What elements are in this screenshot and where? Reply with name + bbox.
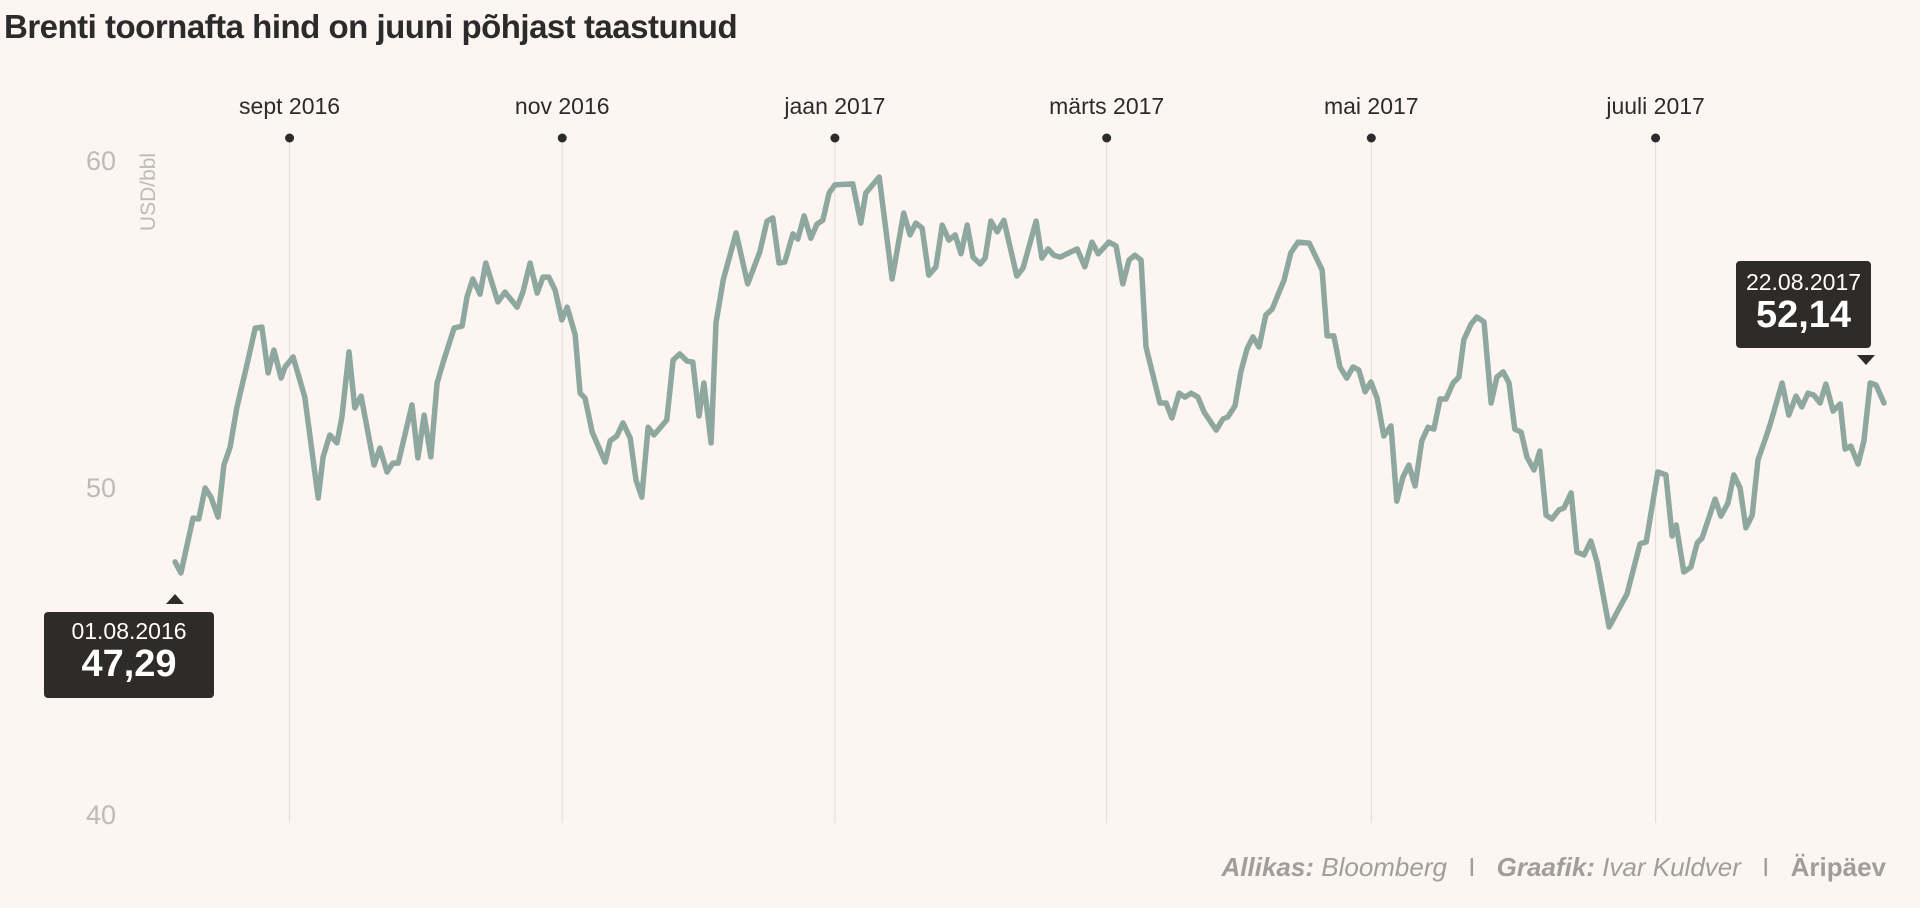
start-date: 01.08.2016 [71, 618, 187, 644]
y-axis-ticks: 40 50 60 [86, 146, 116, 830]
series-brent [172, 174, 1887, 630]
start-value-tooltip: 01.08.2016 47,29 [44, 594, 214, 698]
end-value: 52,14 [1755, 294, 1852, 336]
graphic-label: Graafik: [1496, 852, 1595, 882]
x-tick-label: jaan 2017 [783, 93, 885, 119]
brand-logo: Äripäev [1790, 852, 1886, 882]
x-tick-dot [557, 133, 567, 143]
chart-title: Brenti toornafta hind on juuni põhjast t… [4, 8, 738, 45]
y-tick-label: 40 [86, 800, 116, 830]
y-tick-label: 60 [86, 146, 116, 176]
graphic-author: Ivar Kuldver [1602, 852, 1741, 882]
source-label: Allikas: [1221, 852, 1315, 882]
start-value: 47,29 [81, 643, 177, 685]
x-tick-dot [1366, 133, 1376, 143]
x-tick-dot [285, 133, 295, 143]
footer-credits: Allikas: Bloomberg I Graafik: Ivar Kuldv… [1222, 852, 1887, 883]
x-tick-label: märts 2017 [1049, 93, 1164, 119]
separator: I [1762, 852, 1770, 882]
x-tick-label: mai 2017 [1324, 93, 1419, 119]
y-axis-label: USD/bbl [137, 153, 160, 231]
x-tick-dot [830, 133, 840, 143]
y-tick-label: 50 [86, 473, 116, 503]
x-axis-ticks: sept 2016 nov 2016 jaan 2017 märts 2017 mai … [239, 93, 1705, 143]
x-tick-dot [1102, 133, 1112, 143]
x-tick-label: sept 2016 [239, 93, 340, 119]
end-value-tooltip: 22.08.2017 52,14 [1736, 261, 1875, 365]
x-tick-label: juuli 2017 [1605, 93, 1704, 119]
x-tick-dot [1651, 133, 1661, 143]
price-line [172, 174, 1887, 630]
end-date: 22.08.2017 [1745, 269, 1862, 295]
separator: I [1468, 852, 1476, 882]
source-name: Bloomberg [1321, 852, 1447, 882]
x-tick-label: nov 2016 [515, 93, 610, 119]
